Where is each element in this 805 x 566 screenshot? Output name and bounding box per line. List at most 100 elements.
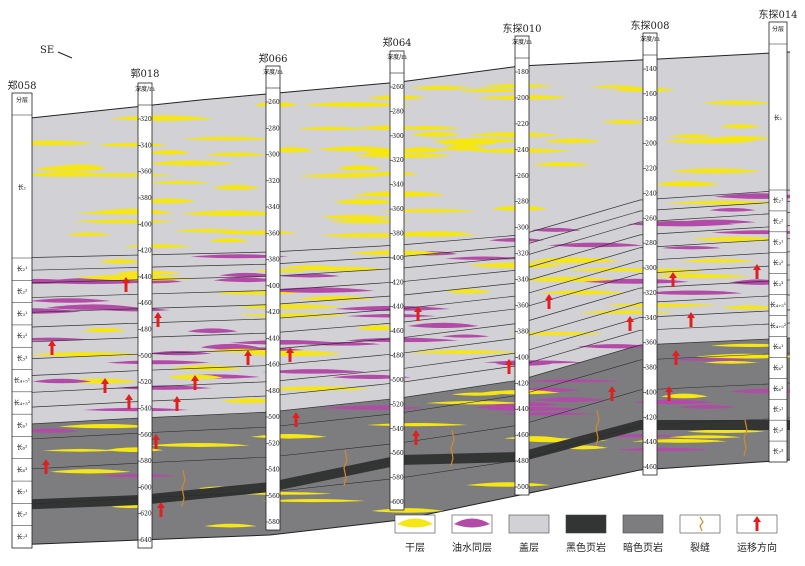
legend-label: 盖层 bbox=[519, 541, 539, 554]
oil-water-lens bbox=[229, 340, 339, 345]
legend-item: 裂缝 bbox=[679, 514, 721, 554]
zone-label: 长₆³ bbox=[17, 466, 28, 474]
dry-lens bbox=[441, 145, 488, 151]
dry-lens bbox=[680, 258, 757, 263]
depth-tick: 600 bbox=[392, 499, 404, 506]
migration-arrow bbox=[101, 378, 109, 393]
depth-tick: 340 bbox=[517, 277, 529, 284]
zone-label: 长₂¹ bbox=[17, 265, 28, 273]
migration-arrow bbox=[244, 350, 252, 365]
dry-lens bbox=[261, 386, 371, 391]
dry-lens bbox=[204, 152, 268, 157]
well-name: 郑066 bbox=[258, 52, 287, 65]
dry-lens bbox=[237, 304, 343, 310]
zone-label: 长₁ bbox=[18, 184, 26, 192]
dry-lens bbox=[333, 198, 397, 205]
migration-arrow bbox=[608, 386, 616, 401]
well-4: 郑064 深度/m 260 280 300 320 340 360 380 400 420 440 46… bbox=[382, 36, 412, 511]
dry-lens bbox=[701, 100, 773, 105]
oil-water-lens bbox=[260, 287, 375, 293]
migration-arrow bbox=[173, 396, 181, 411]
depth-tick: 500 bbox=[268, 414, 280, 421]
zone-label: 长₂² bbox=[17, 287, 28, 295]
zone-label: 长₄₊₅² bbox=[14, 399, 31, 407]
dry-lens bbox=[710, 136, 774, 141]
dry-lens bbox=[320, 214, 392, 220]
depth-tick: 420 bbox=[392, 279, 404, 286]
depth-header: 深度/m bbox=[263, 68, 283, 76]
well-2: 郭018 深度/m 320 340 360 380 400 420 440 460 480 500 52… bbox=[130, 67, 160, 549]
depth-tick: 520 bbox=[140, 379, 152, 386]
depth-tick: 640 bbox=[140, 537, 152, 544]
oil-water-lens bbox=[677, 404, 736, 409]
direction-label: SE bbox=[40, 45, 54, 56]
zone-label: 长₆¹ bbox=[773, 343, 784, 351]
legend-item: 黑色页岩 bbox=[565, 514, 607, 554]
dry-lens bbox=[58, 423, 153, 429]
oil-water-lens bbox=[32, 378, 92, 384]
depth-tick: 560 bbox=[392, 450, 404, 457]
dry-lens bbox=[204, 523, 257, 528]
oil-water-lens bbox=[532, 397, 607, 402]
oil-water-lens bbox=[577, 344, 655, 349]
migration-arrow bbox=[672, 350, 680, 365]
depth-tick: 220 bbox=[645, 166, 657, 173]
depth-tick: 500 bbox=[140, 353, 152, 360]
dry-lens bbox=[720, 305, 779, 310]
depth-tick: 580 bbox=[140, 458, 152, 465]
depth-tick: 520 bbox=[392, 401, 404, 408]
zone-label: 长₆² bbox=[17, 444, 28, 452]
depth-tick: 160 bbox=[645, 91, 657, 98]
oil-water-lens bbox=[218, 272, 274, 277]
well-name: 郑058 bbox=[7, 79, 36, 92]
dry-lens bbox=[317, 146, 396, 152]
depth-header: 深度/m bbox=[640, 35, 660, 43]
dry-lens bbox=[148, 442, 250, 447]
depth-tick: 300 bbox=[517, 225, 529, 232]
oil-water-lens bbox=[261, 369, 366, 374]
migration-arrow bbox=[191, 375, 199, 390]
depth-tick: 480 bbox=[392, 353, 404, 360]
migration-arrow bbox=[152, 434, 160, 449]
depth-tick: 440 bbox=[392, 304, 404, 311]
legend-swatch bbox=[622, 514, 664, 534]
depth-tick: 580 bbox=[268, 519, 280, 526]
depth-tick: 440 bbox=[645, 439, 657, 446]
depth-tick: 300 bbox=[392, 133, 404, 140]
well-name: 郑064 bbox=[382, 36, 411, 49]
well-column bbox=[137, 82, 153, 549]
zone-label: 长₃² bbox=[773, 259, 784, 267]
migration-arrow bbox=[157, 502, 165, 517]
depth-tick: 240 bbox=[517, 147, 529, 154]
depth-tick: 540 bbox=[140, 405, 152, 412]
depth-tick: 440 bbox=[517, 406, 529, 413]
well-column bbox=[11, 92, 33, 549]
zone-label: 长₇³ bbox=[17, 533, 28, 541]
depth-tick: 580 bbox=[392, 475, 404, 482]
depth-tick: 200 bbox=[645, 141, 657, 148]
oil-water-lens bbox=[547, 242, 644, 248]
zone-label: 长₂² bbox=[773, 217, 784, 225]
depth-header: 深度/m bbox=[387, 53, 407, 61]
fracture bbox=[181, 469, 186, 507]
depth-tick: 280 bbox=[392, 108, 404, 115]
dry-lens bbox=[410, 131, 462, 137]
depth-tick: 280 bbox=[645, 240, 657, 247]
dry-lens bbox=[392, 231, 477, 237]
dry-lens bbox=[221, 399, 270, 404]
depth-tick: 380 bbox=[517, 328, 529, 335]
depth-tick: 360 bbox=[140, 169, 152, 176]
legend-item: 运移方向 bbox=[736, 514, 778, 554]
oil-water-lens bbox=[445, 256, 523, 260]
oil-water-lens bbox=[616, 447, 710, 452]
well-column bbox=[642, 32, 658, 476]
dry-lens bbox=[425, 401, 524, 405]
oil-water-lens bbox=[407, 322, 479, 328]
depth-tick: 300 bbox=[645, 265, 657, 272]
depth-tick: 260 bbox=[645, 215, 657, 222]
depth-tick: 380 bbox=[268, 257, 280, 264]
legend-item: 油水同层 bbox=[451, 514, 493, 554]
depth-tick: 320 bbox=[140, 116, 152, 123]
zone-label: 长₃³ bbox=[773, 280, 784, 288]
